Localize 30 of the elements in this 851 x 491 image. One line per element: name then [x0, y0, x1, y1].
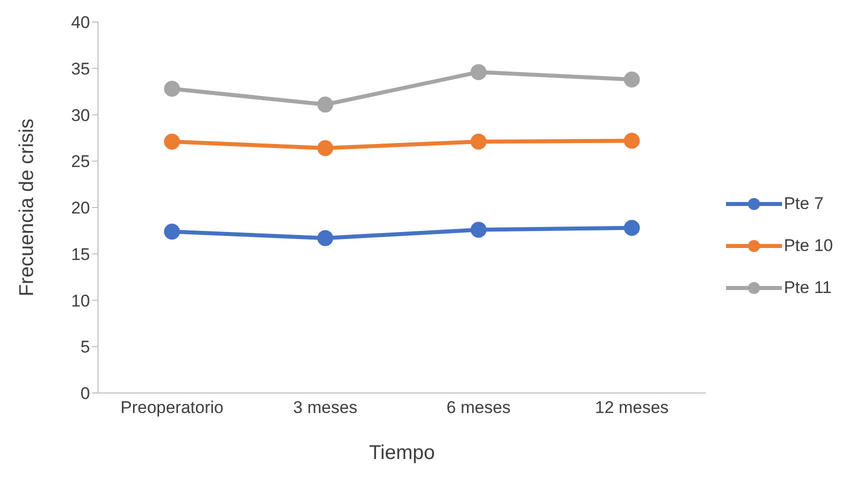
- point: [470, 64, 487, 80]
- legend-label: Pte 11: [784, 278, 832, 298]
- x-tick-label: 12 meses: [594, 398, 669, 418]
- point: [624, 72, 640, 88]
- point: [317, 140, 334, 156]
- y-tick-label: 5: [80, 338, 90, 357]
- y-tick-label: 0: [80, 384, 90, 404]
- x-tick-label: 6 meses: [446, 398, 511, 418]
- point: [624, 132, 640, 149]
- point: [164, 80, 180, 97]
- legend-label: Pte 7: [784, 194, 824, 214]
- y-tick-label: 20: [71, 198, 90, 218]
- point: [317, 230, 334, 246]
- y-tick-label: 15: [71, 244, 90, 264]
- point: [164, 224, 180, 240]
- legend-label: Pte 10: [784, 236, 833, 256]
- point: [624, 220, 640, 236]
- y-tick-label: 10: [71, 291, 90, 310]
- y-tick-label: 25: [71, 152, 90, 172]
- x-tick-label: Preoperatorio: [120, 398, 224, 418]
- point: [470, 222, 487, 238]
- y-tick-label: 40: [71, 13, 90, 32]
- y-axis-title: Frecuencia de crisis: [16, 118, 38, 296]
- y-tick-label: 35: [71, 59, 90, 78]
- point: [317, 96, 334, 113]
- x-tick-label: 3 meses: [293, 398, 358, 418]
- y-tick-label: 30: [71, 106, 90, 125]
- point: [164, 134, 180, 150]
- point: [470, 134, 487, 150]
- x-axis-title: Tiempo: [368, 442, 435, 464]
